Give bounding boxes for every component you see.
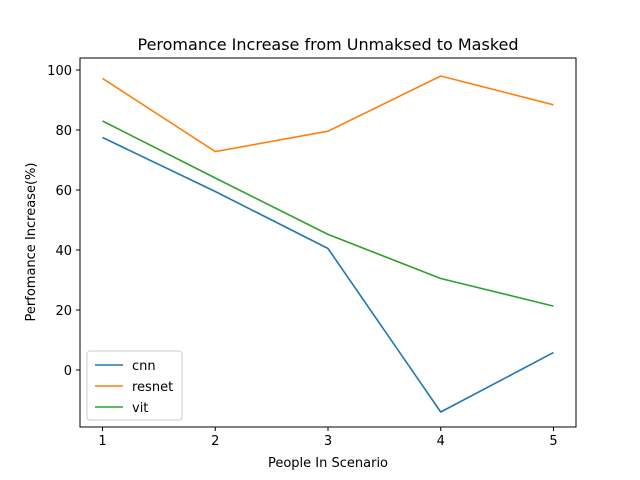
x-tick-label: 4 [437, 434, 445, 449]
series-line-vit [102, 120, 554, 307]
y-tick-label: 60 [55, 184, 72, 199]
y-tick-label: 100 [47, 64, 72, 79]
y-tick-label: 40 [55, 244, 72, 259]
legend-box [86, 350, 183, 421]
y-axis: 0 20 40 60 80 100 [47, 64, 80, 379]
y-axis-label: Perfomance Increase(%) [24, 163, 39, 322]
x-tick-label: 5 [549, 434, 557, 449]
legend-label-vit: vit [132, 401, 148, 416]
chart-title: Peromance Increase from Unmaksed to Mask… [137, 35, 518, 54]
legend-label-cnn: cnn [132, 359, 156, 374]
series-line-cnn [102, 136, 554, 413]
y-tick-label: 20 [55, 304, 72, 319]
legend-label-resnet: resnet [132, 380, 173, 395]
x-tick-label: 3 [324, 434, 332, 449]
y-tick-label: 0 [64, 364, 72, 379]
legend: cnn resnet vit [86, 350, 183, 421]
y-tick-label: 80 [55, 124, 72, 139]
x-tick-label: 2 [211, 434, 219, 449]
x-axis-label: People In Scenario [268, 456, 388, 471]
x-axis: 1 2 3 4 5 [98, 427, 558, 449]
x-tick-label: 1 [98, 434, 106, 449]
series-line-resnet [102, 75, 554, 153]
